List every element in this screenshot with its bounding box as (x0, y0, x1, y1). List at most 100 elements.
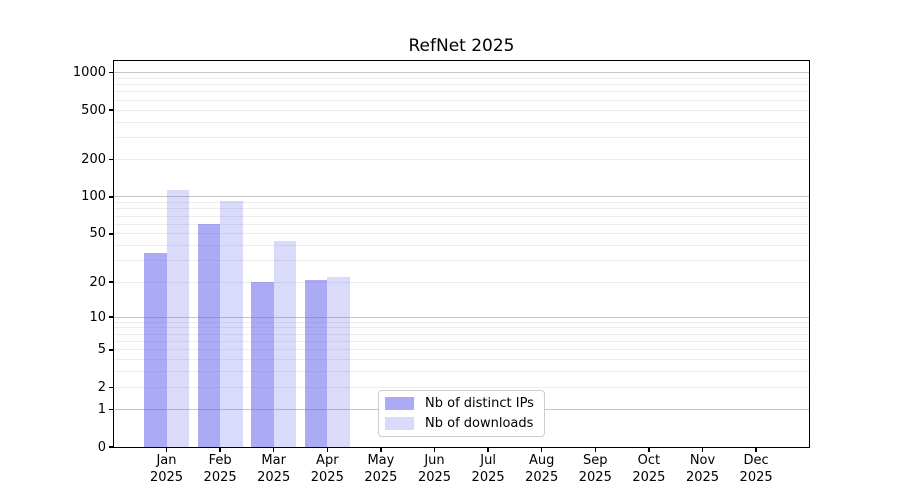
x-tick-mark (165, 447, 168, 452)
y-tick-label: 0 (97, 439, 106, 455)
bar-downloads (327, 277, 350, 447)
y-tick-label: 1000 (72, 65, 106, 81)
x-tick-month: Nov (689, 453, 716, 468)
x-tick-label: May 2025 (349, 452, 413, 486)
gridline-minor (114, 223, 809, 225)
y-tick-label: 500 (81, 102, 106, 118)
bar-downloads (273, 240, 297, 447)
gridline-minor (114, 349, 809, 351)
x-tick-month: Jun (424, 453, 445, 468)
x-tick-label: Feb 2025 (188, 452, 252, 486)
x-tick-year: 2025 (739, 470, 773, 485)
x-tick-year: 2025 (578, 470, 612, 485)
x-tick-year: 2025 (417, 470, 452, 485)
gridline-minor (114, 359, 809, 361)
y-tick-label: 20 (89, 274, 106, 290)
gridline-minor (114, 91, 809, 93)
y-tick-mark (109, 316, 114, 318)
x-tick-year: 2025 (364, 470, 398, 485)
bar-distinct-ips (251, 282, 274, 447)
x-tick-month: Mar (261, 453, 286, 468)
gridline-minor (114, 245, 809, 247)
x-tick-mark (433, 447, 436, 452)
x-tick-mark (487, 447, 489, 452)
x-tick-month: Aug (528, 453, 555, 468)
x-tick-mark (219, 447, 221, 452)
x-tick-label: Dec 2025 (724, 452, 788, 486)
x-tick-mark (755, 447, 757, 452)
x-tick-mark (273, 447, 275, 452)
x-tick-mark (326, 447, 328, 452)
legend-label-distinct-ips: Nb of distinct IPs (425, 396, 534, 411)
gridline-minor (114, 121, 809, 123)
x-tick-mark (648, 447, 650, 452)
x-tick-year: 2025 (310, 470, 344, 485)
y-tick-mark (109, 386, 114, 389)
gridline-minor (114, 281, 809, 283)
gridline-minor (114, 208, 809, 210)
y-tick-mark (109, 408, 114, 411)
x-tick-label: Jan 2025 (135, 452, 199, 486)
y-tick-label: 1 (97, 401, 106, 417)
bar-distinct-ips (304, 279, 328, 447)
gridline-minor (114, 137, 809, 139)
x-tick-month: Dec (743, 453, 769, 468)
x-tick-month: Apr (316, 453, 339, 468)
y-tick-label: 50 (89, 226, 106, 242)
y-tick-label: 2 (97, 379, 106, 395)
x-tick-mark (541, 447, 543, 452)
legend-row-distinct-ips: Nb of distinct IPs (385, 396, 536, 411)
x-tick-year: 2025 (685, 470, 720, 485)
x-tick-label: Aug 2025 (510, 452, 574, 486)
x-tick-mark (380, 447, 382, 452)
x-tick-label: Apr 2025 (295, 452, 359, 486)
gridline-minor (114, 109, 809, 111)
gridline-minor (114, 84, 809, 86)
x-tick-label: Sep 2025 (563, 452, 627, 486)
gridline-major (114, 72, 809, 74)
y-tick-mark (109, 349, 114, 351)
gridline-minor (114, 386, 809, 388)
x-tick-year: 2025 (149, 470, 184, 485)
y-tick-label: 100 (81, 189, 106, 205)
gridline-minor (114, 202, 809, 204)
x-tick-year: 2025 (257, 470, 291, 485)
legend-swatch-distinct-ips (385, 397, 414, 410)
x-tick-year: 2025 (525, 470, 559, 485)
y-tick-mark (109, 158, 114, 161)
y-tick-mark (109, 109, 114, 111)
x-tick-label: Nov 2025 (671, 452, 735, 486)
x-tick-label: Oct 2025 (617, 452, 681, 486)
legend-swatch-downloads (385, 417, 414, 430)
y-tick-mark (109, 233, 114, 235)
x-tick-month: Jul (480, 453, 496, 468)
y-tick-label: 10 (89, 309, 106, 325)
legend: Nb of distinct IPs Nb of downloads (378, 390, 545, 437)
gridline-minor (114, 233, 809, 235)
y-tick-mark (109, 196, 114, 198)
gridline-major (114, 316, 809, 318)
x-tick-month: Jan (156, 453, 177, 468)
gridline-minor (114, 77, 809, 79)
x-tick-mark (701, 447, 704, 452)
legend-row-downloads: Nb of downloads (385, 416, 536, 431)
y-tick-label: 5 (97, 342, 106, 358)
gridline-minor (114, 321, 809, 323)
gridline-major (114, 196, 809, 198)
bar-distinct-ips (197, 224, 221, 447)
y-tick-mark (109, 281, 114, 283)
x-tick-month: Feb (208, 453, 232, 468)
x-tick-year: 2025 (203, 470, 237, 485)
gridline-minor (114, 159, 809, 161)
y-tick-mark (109, 446, 114, 448)
gridline-minor (114, 333, 809, 335)
gridline-minor (114, 371, 809, 373)
gridline-minor (114, 99, 809, 101)
bar-downloads (166, 189, 189, 447)
x-tick-month: May (367, 453, 395, 468)
chart-title: RefNet 2025 (408, 36, 515, 56)
gridline-minor (114, 260, 809, 262)
gridline-minor (114, 327, 809, 329)
x-tick-month: Oct (637, 453, 661, 468)
